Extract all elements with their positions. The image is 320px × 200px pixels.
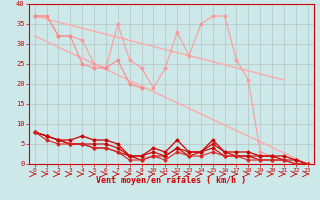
X-axis label: Vent moyen/en rafales ( km/h ): Vent moyen/en rafales ( km/h ) bbox=[96, 176, 246, 185]
